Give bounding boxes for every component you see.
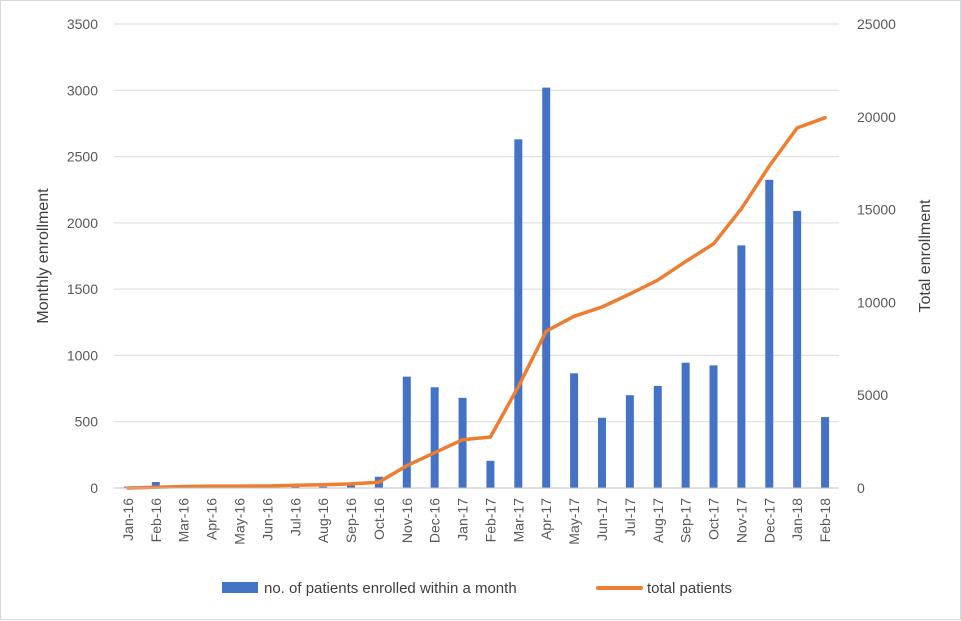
x-tick-label: Sep-17 <box>678 498 694 543</box>
x-tick-label: Aug-16 <box>315 498 331 543</box>
x-tick-label: Jan-18 <box>789 498 805 541</box>
bar <box>542 87 551 489</box>
y-tick-label: 2500 <box>67 149 98 165</box>
y2-tick-label: 15000 <box>857 202 896 218</box>
bar <box>514 139 523 488</box>
x-tick-label: Jan-16 <box>120 498 136 541</box>
bar <box>402 376 411 488</box>
right-axis-ticks: 0 5000 10000 15000 20000 25000 <box>857 16 896 496</box>
right-axis-title: Total enrollment <box>917 199 934 313</box>
bar <box>737 245 746 488</box>
legend-label-monthly: no. of patients enrolled within a month <box>264 580 517 597</box>
bar <box>625 395 634 488</box>
bar <box>430 387 439 488</box>
x-tick-label: Jun-17 <box>594 498 610 541</box>
x-tick-label: Jun-16 <box>259 498 275 541</box>
total-patients-line <box>126 115 827 490</box>
y-tick-label: 1500 <box>67 281 98 297</box>
x-tick-label: Oct-17 <box>706 498 722 540</box>
x-tick-label: Nov-17 <box>733 498 749 543</box>
line-series <box>126 115 827 490</box>
bar <box>458 397 467 488</box>
y-tick-label: 3000 <box>67 82 98 98</box>
x-tick-label: Dec-17 <box>761 498 777 543</box>
bar <box>765 179 774 488</box>
x-tick-label: Feb-18 <box>817 498 833 543</box>
bar <box>653 385 662 488</box>
x-tick-label: May-16 <box>231 498 247 545</box>
bar <box>709 365 718 488</box>
bar-series <box>123 87 830 489</box>
y2-tick-label: 25000 <box>857 16 896 32</box>
x-tick-label: Feb-16 <box>148 498 164 543</box>
x-tick-label: Oct-16 <box>371 498 387 540</box>
x-tick-label: Mar-16 <box>176 498 192 543</box>
gridlines <box>114 23 839 423</box>
y-tick-label: 500 <box>75 414 99 430</box>
y2-tick-label: 5000 <box>857 387 888 403</box>
legend-label-total: total patients <box>647 580 732 597</box>
x-tick-label: Nov-16 <box>399 498 415 543</box>
x-tick-label: Aug-17 <box>650 498 666 543</box>
x-tick-label: Mar-17 <box>510 498 526 543</box>
x-tick-label: Apr-16 <box>204 498 220 540</box>
bar <box>597 417 606 488</box>
x-tick-label: Dec-16 <box>427 498 443 543</box>
x-tick-label: Jul-17 <box>622 498 638 536</box>
y2-tick-label: 10000 <box>857 294 896 310</box>
bar <box>347 485 356 488</box>
legend-swatch-monthly <box>222 582 258 593</box>
bar <box>793 210 802 488</box>
x-axis-ticks: Jan-16 Feb-16 Mar-16 Apr-16 May-16 Jun-16 Jul-… <box>120 498 833 545</box>
legend: no. of patients enrolled within a month … <box>222 580 732 597</box>
y-tick-label: 1000 <box>67 347 98 363</box>
bar <box>151 482 160 488</box>
x-tick-label: Jul-16 <box>287 498 303 536</box>
left-axis-title: Monthly enrollment <box>35 188 52 324</box>
bar <box>486 460 495 488</box>
bar <box>681 362 690 488</box>
x-tick-label: Sep-16 <box>343 498 359 543</box>
y2-tick-label: 20000 <box>857 109 896 125</box>
y-tick-label: 2000 <box>67 215 98 231</box>
x-tick-label: Jan-17 <box>455 498 471 541</box>
y2-tick-label: 0 <box>857 480 865 496</box>
bar <box>291 486 300 488</box>
bar <box>821 417 830 488</box>
y-tick-label: 0 <box>90 480 98 496</box>
bar <box>319 486 328 488</box>
bar <box>570 373 579 488</box>
x-tick-label: Feb-17 <box>482 498 498 543</box>
left-axis-ticks: 0 500 1000 1500 2000 2500 3000 3500 <box>67 16 98 496</box>
y-tick-label: 3500 <box>67 16 98 32</box>
x-tick-label: May-17 <box>566 498 582 545</box>
x-tick-label: Apr-17 <box>538 498 554 540</box>
